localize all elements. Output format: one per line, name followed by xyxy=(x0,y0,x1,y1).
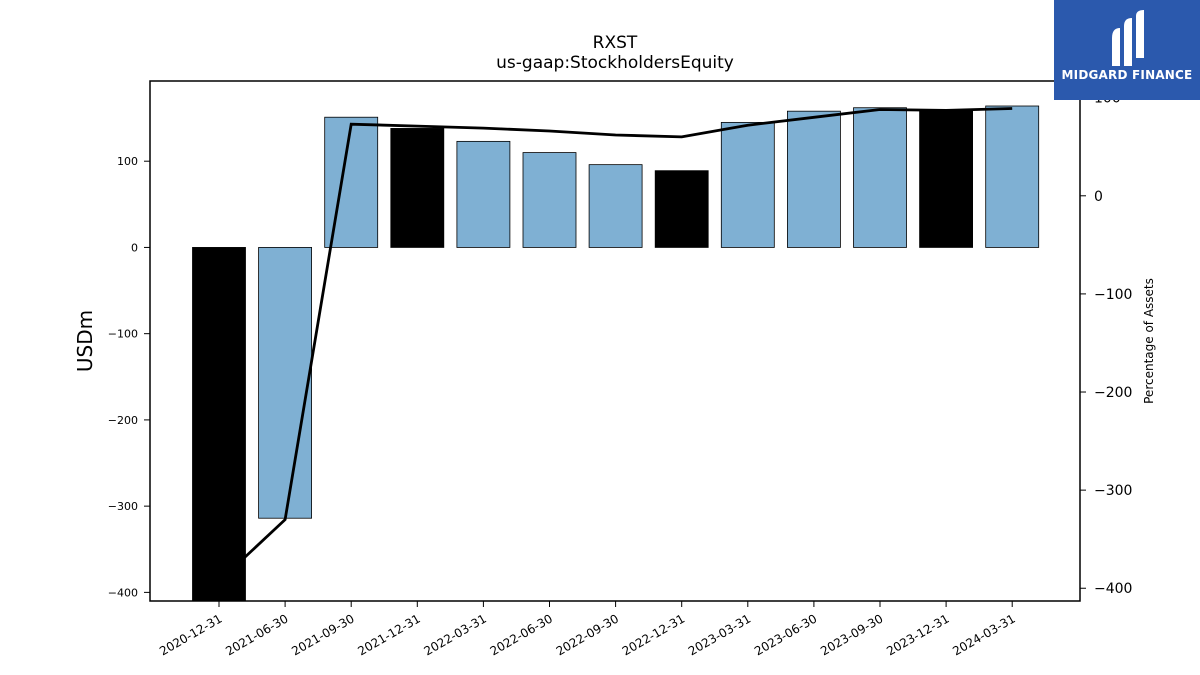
bar-2022-03-31 xyxy=(456,140,511,248)
x-tick-label: 2023-09-30 xyxy=(818,611,885,658)
bars-layer xyxy=(192,105,1040,602)
x-tick-label: 2022-03-31 xyxy=(421,611,488,658)
bar-2023-03-31 xyxy=(720,121,775,248)
y-tick-label: −400 xyxy=(108,586,138,599)
x-tick-label: 2022-06-30 xyxy=(488,611,555,658)
bar-2023-06-30 xyxy=(787,110,841,248)
x-tick-label: 2023-12-31 xyxy=(884,611,951,658)
percentage-of-assets-line xyxy=(218,107,1013,583)
bar-2021-06-30 xyxy=(258,247,313,519)
midgard-finance-logo: MIDGARD FINANCE xyxy=(1054,0,1200,100)
line-layer xyxy=(218,107,1013,583)
logo-text: MIDGARD FINANCE xyxy=(1061,68,1193,82)
bar-2023-09-30 xyxy=(853,107,907,248)
y2-tick-label: −100 xyxy=(1094,287,1132,303)
y-tick-label: 0 xyxy=(131,241,138,254)
x-tick-label: 2023-06-30 xyxy=(752,611,819,658)
y-tick-label: −300 xyxy=(108,500,138,513)
y2-tick-label: −400 xyxy=(1094,581,1132,597)
y-tick-label: −100 xyxy=(108,328,138,341)
y-axis-label: USDm xyxy=(73,310,97,372)
bar-2022-06-30 xyxy=(522,152,577,248)
logo-mark-icon xyxy=(1112,10,1144,66)
chart-title: RXST xyxy=(593,33,638,53)
y2-tick-label: 0 xyxy=(1094,189,1103,205)
y-tick-label: −200 xyxy=(108,414,138,427)
x-tick-label: 2024-03-31 xyxy=(950,611,1017,658)
bar-2021-12-31 xyxy=(390,128,445,248)
y2-tick-label: −200 xyxy=(1094,385,1132,401)
x-tick-label: 2023-03-31 xyxy=(686,611,753,658)
chart-subtitle: us-gaap:StockholdersEquity xyxy=(496,53,734,73)
x-tick-label: 2022-12-31 xyxy=(620,611,687,658)
y-tick-label: 100 xyxy=(117,155,138,168)
x-tick-label: 2021-09-30 xyxy=(289,611,356,658)
bar-2023-12-31 xyxy=(919,109,973,248)
x-tick-label: 2021-06-30 xyxy=(223,611,290,658)
x-tick-label: 2021-12-31 xyxy=(355,611,422,658)
bar-2020-12-31 xyxy=(192,247,246,602)
bar-2024-03-31 xyxy=(985,105,1040,248)
bar-2022-09-30 xyxy=(588,164,643,248)
y2-axis-label: Percentage of Assets xyxy=(1142,278,1156,404)
plot-frame xyxy=(149,80,1081,602)
bar-2022-12-31 xyxy=(654,170,709,248)
x-tick-label: 2020-12-31 xyxy=(157,611,224,658)
x-tick-label: 2022-09-30 xyxy=(554,611,621,658)
y2-tick-label: −300 xyxy=(1094,483,1132,499)
